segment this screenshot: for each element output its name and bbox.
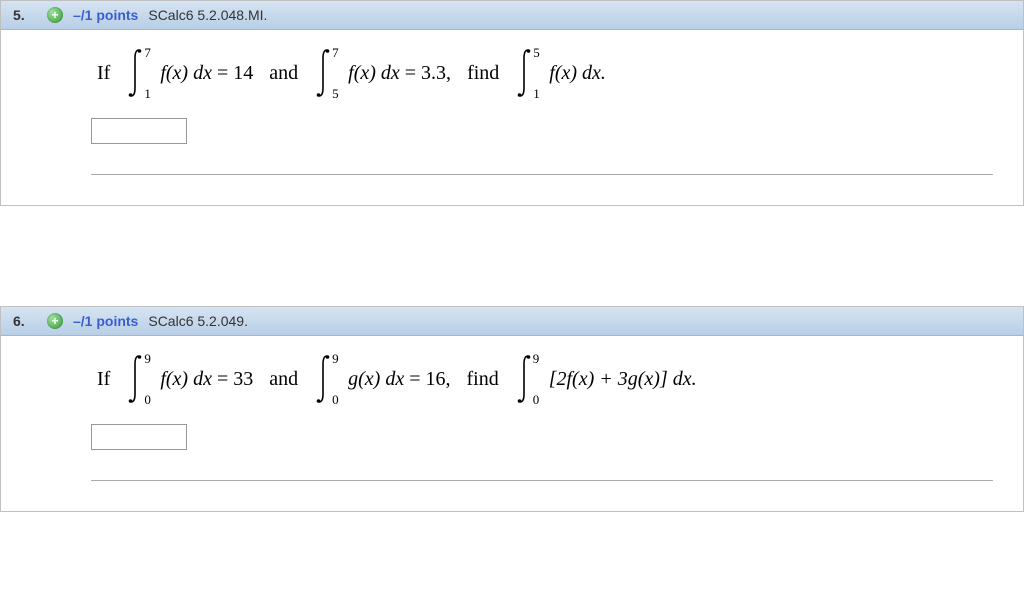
upper-bound: 9 — [332, 352, 339, 365]
integral-2: 7 5 f(x) dx = 3.3, — [314, 48, 451, 98]
find-word: find — [467, 62, 499, 85]
mid-word: and — [269, 62, 298, 85]
lead-word: If — [97, 368, 110, 391]
integrand: f(x) dx. — [549, 62, 606, 84]
answer-input[interactable] — [91, 424, 187, 450]
lower-bound: 1 — [533, 87, 540, 100]
upper-bound: 5 — [533, 46, 540, 59]
textbook-ref: SCalc6 5.2.048.MI. — [148, 7, 267, 23]
integrand: f(x) dx — [160, 62, 212, 84]
integrand: [2f(x) + 3g(x)] dx. — [549, 368, 697, 390]
integral-3: 5 1 f(x) dx. — [515, 48, 606, 98]
rhs: = 14 — [217, 62, 253, 84]
lower-bound: 1 — [144, 87, 151, 100]
upper-bound: 9 — [144, 352, 151, 365]
question-content: If 7 1 f(x) dx = 14 and 7 5 f(x) dx = 3.… — [1, 30, 1023, 205]
lower-bound: 5 — [332, 87, 339, 100]
question-6: 6. + –/1 points SCalc6 5.2.049. If 9 0 f… — [0, 306, 1024, 512]
integral-sign-icon: 7 1 — [126, 48, 144, 98]
integral-sign-icon: 7 5 — [314, 48, 332, 98]
integral-sign-icon: 9 0 — [126, 354, 144, 404]
lower-bound: 0 — [144, 393, 151, 406]
expand-icon[interactable]: + — [47, 313, 63, 329]
lead-word: If — [97, 62, 110, 85]
question-content: If 9 0 f(x) dx = 33 and 9 0 g(x) dx = 16… — [1, 336, 1023, 511]
points-label: –/1 points — [73, 313, 138, 329]
integral-1: 7 1 f(x) dx = 14 — [126, 48, 253, 98]
upper-bound: 9 — [533, 352, 540, 365]
integral-sign-icon: 5 1 — [515, 48, 533, 98]
question-5: 5. + –/1 points SCalc6 5.2.048.MI. If 7 … — [0, 0, 1024, 206]
integral-sign-icon: 9 0 — [314, 354, 332, 404]
expand-icon[interactable]: + — [47, 7, 63, 23]
rhs: = 3.3, — [405, 62, 451, 84]
integrand: g(x) dx — [348, 368, 404, 390]
question-number: 5. — [13, 7, 37, 23]
upper-bound: 7 — [332, 46, 339, 59]
integral-3: 9 0 [2f(x) + 3g(x)] dx. — [515, 354, 697, 404]
points-label: –/1 points — [73, 7, 138, 23]
math-expression: If 9 0 f(x) dx = 33 and 9 0 g(x) dx = 16… — [91, 354, 993, 404]
upper-bound: 7 — [144, 46, 151, 59]
divider — [91, 480, 993, 481]
question-header: 5. + –/1 points SCalc6 5.2.048.MI. — [1, 1, 1023, 30]
question-number: 6. — [13, 313, 37, 329]
integral-sign-icon: 9 0 — [515, 354, 533, 404]
lower-bound: 0 — [533, 393, 540, 406]
integral-2: 9 0 g(x) dx = 16, — [314, 354, 450, 404]
rhs: = 16, — [409, 368, 450, 390]
integrand: f(x) dx — [160, 368, 212, 390]
integral-1: 9 0 f(x) dx = 33 — [126, 354, 253, 404]
textbook-ref: SCalc6 5.2.049. — [148, 313, 248, 329]
divider — [91, 174, 993, 175]
rhs: = 33 — [217, 368, 253, 390]
mid-word: and — [269, 368, 298, 391]
answer-input[interactable] — [91, 118, 187, 144]
integrand: f(x) dx — [348, 62, 400, 84]
lower-bound: 0 — [332, 393, 339, 406]
find-word: find — [467, 368, 499, 391]
math-expression: If 7 1 f(x) dx = 14 and 7 5 f(x) dx = 3.… — [91, 48, 993, 98]
question-header: 6. + –/1 points SCalc6 5.2.049. — [1, 307, 1023, 336]
